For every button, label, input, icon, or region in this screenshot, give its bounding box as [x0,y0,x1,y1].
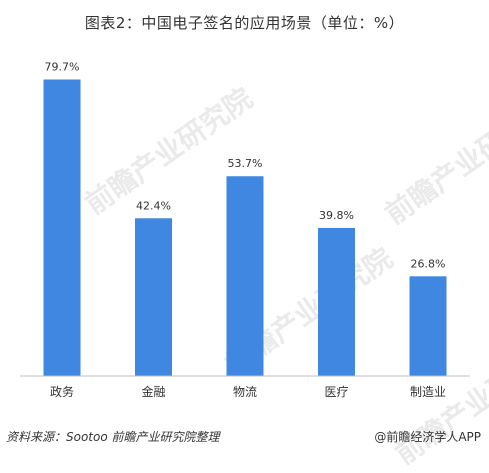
source-note: 资料来源：Sootoo 前瞻产业研究院整理 [6,430,220,444]
data-label: 79.7% [45,61,80,74]
chart-title: 图表2：中国电子签名的应用场景（单位：%） [84,14,405,32]
data-label: 26.8% [411,257,446,270]
bar [43,79,81,377]
x-tick-label: 物流 [233,385,257,399]
bar [318,227,355,376]
x-tick-label: 医疗 [324,385,348,399]
data-label: 53.7% [228,157,263,170]
bar [409,276,447,376]
brand-label: @前瞻经济学人APP [374,430,481,444]
data-label: 42.4% [136,199,171,212]
x-tick-label: 制造业 [410,385,446,399]
bar [226,176,264,376]
data-label: 39.8% [319,209,354,222]
x-tick-label: 政务 [50,384,74,399]
x-tick-label: 金融 [141,384,165,399]
bar-chart: 79.7% 政务 42.4% 金融 53.7% 物流 39.8% 医疗 26.8% 制造业 [20,61,470,399]
bar [135,218,172,376]
